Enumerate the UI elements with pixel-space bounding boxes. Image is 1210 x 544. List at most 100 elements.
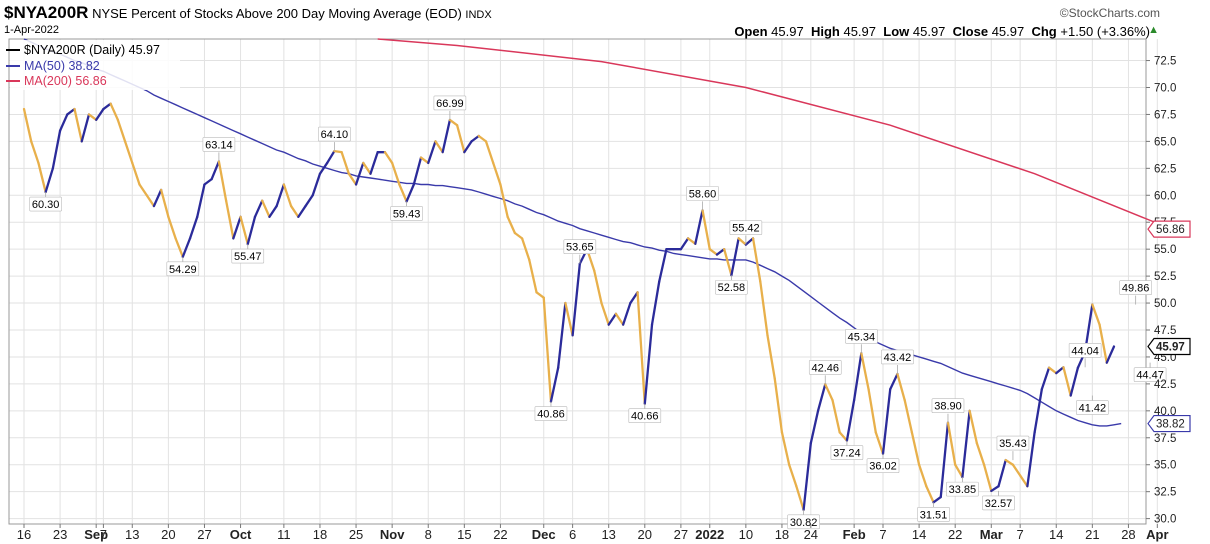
series-segment bbox=[131, 161, 141, 186]
x-tick-label: 7 bbox=[879, 527, 886, 542]
series-segment bbox=[412, 156, 423, 186]
series-segment bbox=[600, 301, 610, 326]
series-segment bbox=[37, 161, 47, 194]
x-tick-label: Oct bbox=[230, 527, 252, 542]
series-segment bbox=[160, 188, 170, 218]
series-segment bbox=[116, 118, 127, 143]
label-box bbox=[881, 349, 914, 365]
series-segment bbox=[58, 113, 69, 132]
series-segment bbox=[975, 442, 986, 466]
price-tag-label: 38.82 bbox=[1156, 419, 1185, 431]
series-segment bbox=[383, 151, 394, 165]
y-tick-label: 60.0 bbox=[1154, 190, 1176, 202]
series-segment bbox=[557, 301, 567, 369]
series-segment bbox=[80, 113, 91, 143]
series-segment bbox=[997, 458, 1007, 488]
series-segment bbox=[903, 398, 914, 434]
series-segment bbox=[145, 194, 156, 208]
series-segment bbox=[311, 172, 322, 197]
y-tick-label: 55.0 bbox=[1154, 244, 1176, 256]
y-tick-label: 40.0 bbox=[1154, 406, 1176, 418]
series-segment bbox=[289, 204, 300, 218]
x-tick-label: Feb bbox=[843, 527, 866, 542]
series-segment bbox=[939, 421, 950, 499]
close-label: Close bbox=[952, 24, 989, 39]
series-segment bbox=[1033, 388, 1043, 434]
series-segment bbox=[751, 237, 762, 283]
series-segment bbox=[30, 140, 40, 165]
series-segment bbox=[434, 140, 444, 154]
series-segment bbox=[607, 312, 618, 326]
price-tags: 56.86 45.97 38.82 bbox=[1147, 220, 1191, 433]
series-segment bbox=[629, 291, 639, 305]
series-segment bbox=[744, 237, 755, 246]
series-segment bbox=[773, 377, 784, 434]
series-segment bbox=[340, 151, 350, 175]
series-segment bbox=[1098, 323, 1108, 364]
series-segment bbox=[499, 183, 509, 218]
label-box bbox=[166, 261, 200, 277]
series-segment bbox=[889, 372, 899, 391]
y-axis: 30.032.535.037.540.042.545.047.550.052.5… bbox=[1146, 56, 1176, 526]
y-tick-label: 65.0 bbox=[1154, 136, 1176, 148]
series-segment bbox=[946, 421, 957, 466]
y-tick-label: 67.5 bbox=[1154, 109, 1176, 121]
brand-text: ©StockCharts.com bbox=[1059, 6, 1160, 20]
x-tick-label: 13 bbox=[125, 527, 139, 542]
series-segment bbox=[1062, 366, 1072, 397]
symbol-title: $NYA200R bbox=[4, 3, 89, 22]
up-arrow-icon: ▲ bbox=[1148, 24, 1159, 36]
data-label: 55.47 bbox=[234, 251, 262, 263]
series-segment bbox=[470, 134, 480, 143]
series-segment bbox=[448, 118, 459, 127]
series-segment bbox=[196, 183, 206, 218]
series-segment bbox=[658, 248, 668, 283]
chg-label: Chg bbox=[1031, 24, 1057, 39]
series-segment bbox=[333, 149, 343, 154]
x-tick-label: 21 bbox=[1085, 527, 1099, 542]
series-segment bbox=[788, 463, 798, 488]
x-tick-label: 2022 bbox=[695, 527, 724, 542]
data-label: 55.42 bbox=[732, 223, 760, 235]
series-segment bbox=[968, 409, 978, 445]
label-box bbox=[29, 196, 62, 212]
label-box bbox=[686, 186, 719, 201]
data-label: 64.10 bbox=[321, 129, 349, 141]
x-tick-label: 8 bbox=[425, 527, 432, 542]
series-segment bbox=[1011, 463, 1022, 477]
x-tick-label: Apr bbox=[1146, 527, 1168, 542]
label-box bbox=[808, 360, 842, 375]
series-segment bbox=[73, 107, 83, 143]
series-segment bbox=[441, 118, 452, 154]
series-segment bbox=[520, 237, 531, 262]
price-tag-label: 45.97 bbox=[1156, 341, 1185, 353]
x-tick-label: Mar bbox=[980, 527, 1003, 542]
series-segment bbox=[838, 431, 849, 442]
series-segment bbox=[701, 209, 711, 251]
series-segment bbox=[253, 199, 264, 218]
close-value: 45.97 bbox=[991, 24, 1025, 39]
x-tick-label: 24 bbox=[804, 527, 818, 542]
series-segment bbox=[492, 161, 502, 186]
price-tag-box bbox=[1147, 220, 1191, 238]
series-segment bbox=[123, 140, 134, 165]
x-tick-label: 14 bbox=[1049, 527, 1063, 542]
series-segment bbox=[542, 296, 553, 403]
series-segment bbox=[304, 194, 314, 208]
series-segment bbox=[152, 188, 163, 208]
series-segment bbox=[203, 177, 213, 186]
label-box bbox=[996, 435, 1030, 451]
series-segment bbox=[874, 431, 885, 455]
series-segment bbox=[932, 495, 942, 504]
series-segment bbox=[188, 215, 199, 240]
data-label: 38.90 bbox=[934, 401, 962, 413]
series-segment bbox=[239, 215, 249, 246]
series-segment bbox=[708, 248, 719, 256]
open-label: Open bbox=[734, 24, 768, 39]
ma200-path bbox=[377, 38, 1172, 230]
price-tag-box bbox=[1147, 337, 1191, 356]
series-segment bbox=[571, 262, 581, 337]
series-segment bbox=[636, 291, 646, 405]
